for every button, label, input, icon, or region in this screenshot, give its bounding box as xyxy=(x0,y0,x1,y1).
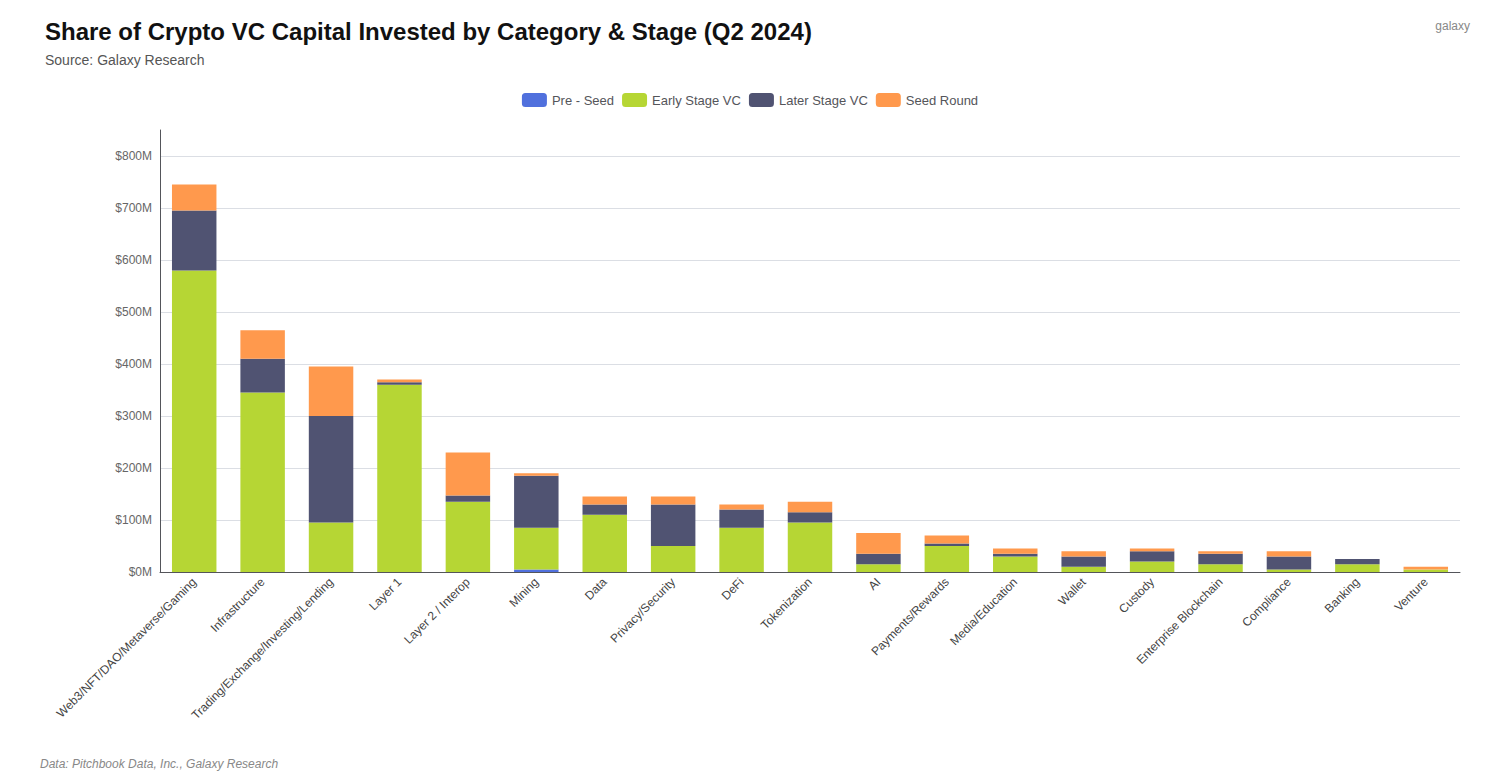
svg-text:Custody: Custody xyxy=(1116,575,1157,616)
svg-text:Seed Round: Seed Round xyxy=(906,93,978,108)
svg-text:Early Stage VC: Early Stage VC xyxy=(652,93,741,108)
svg-text:$0M: $0M xyxy=(129,565,152,579)
svg-text:Venture: Venture xyxy=(1392,575,1431,614)
svg-text:$800M: $800M xyxy=(115,149,152,163)
svg-text:Enterprise Blockchain: Enterprise Blockchain xyxy=(1134,575,1226,667)
svg-text:$700M: $700M xyxy=(115,201,152,215)
svg-text:Mining: Mining xyxy=(506,575,541,610)
svg-text:Trading/Exchange/Investing/Len: Trading/Exchange/Investing/Lending xyxy=(189,575,336,722)
svg-text:$300M: $300M xyxy=(115,409,152,423)
svg-text:Tokenization: Tokenization xyxy=(758,575,815,632)
svg-text:$100M: $100M xyxy=(115,513,152,527)
svg-text:Later Stage VC: Later Stage VC xyxy=(779,93,868,108)
svg-text:Share of Crypto VC Capital Inv: Share of Crypto VC Capital Invested by C… xyxy=(45,18,812,45)
svg-text:Source: Galaxy Research: Source: Galaxy Research xyxy=(45,52,205,68)
svg-text:AI: AI xyxy=(865,575,883,593)
svg-text:Media/Education: Media/Education xyxy=(947,575,1020,648)
svg-text:Data: Pitchbook Data, Inc., Ga: Data: Pitchbook Data, Inc., Galaxy Resea… xyxy=(40,757,278,771)
svg-text:$200M: $200M xyxy=(115,461,152,475)
svg-text:Payments/Rewards: Payments/Rewards xyxy=(868,575,951,658)
svg-text:Web3/NFT/DAO/Metaverse/Gaming: Web3/NFT/DAO/Metaverse/Gaming xyxy=(54,575,199,720)
svg-text:Infrastructure: Infrastructure xyxy=(208,575,268,635)
svg-text:Wallet: Wallet xyxy=(1055,575,1089,609)
svg-text:$400M: $400M xyxy=(115,357,152,371)
svg-text:$500M: $500M xyxy=(115,305,152,319)
svg-text:Data: Data xyxy=(582,575,610,603)
svg-text:Compliance: Compliance xyxy=(1239,575,1294,630)
svg-text:Banking: Banking xyxy=(1322,575,1363,616)
svg-text:Layer 1: Layer 1 xyxy=(366,575,404,613)
svg-text:Pre - Seed: Pre - Seed xyxy=(552,93,614,108)
svg-text:DeFi: DeFi xyxy=(719,575,747,603)
svg-text:$600M: $600M xyxy=(115,253,152,267)
svg-text:Layer 2 / Interop: Layer 2 / Interop xyxy=(401,575,473,647)
svg-text:galaxy: galaxy xyxy=(1435,19,1470,33)
svg-text:Privacy/Security: Privacy/Security xyxy=(607,575,678,646)
